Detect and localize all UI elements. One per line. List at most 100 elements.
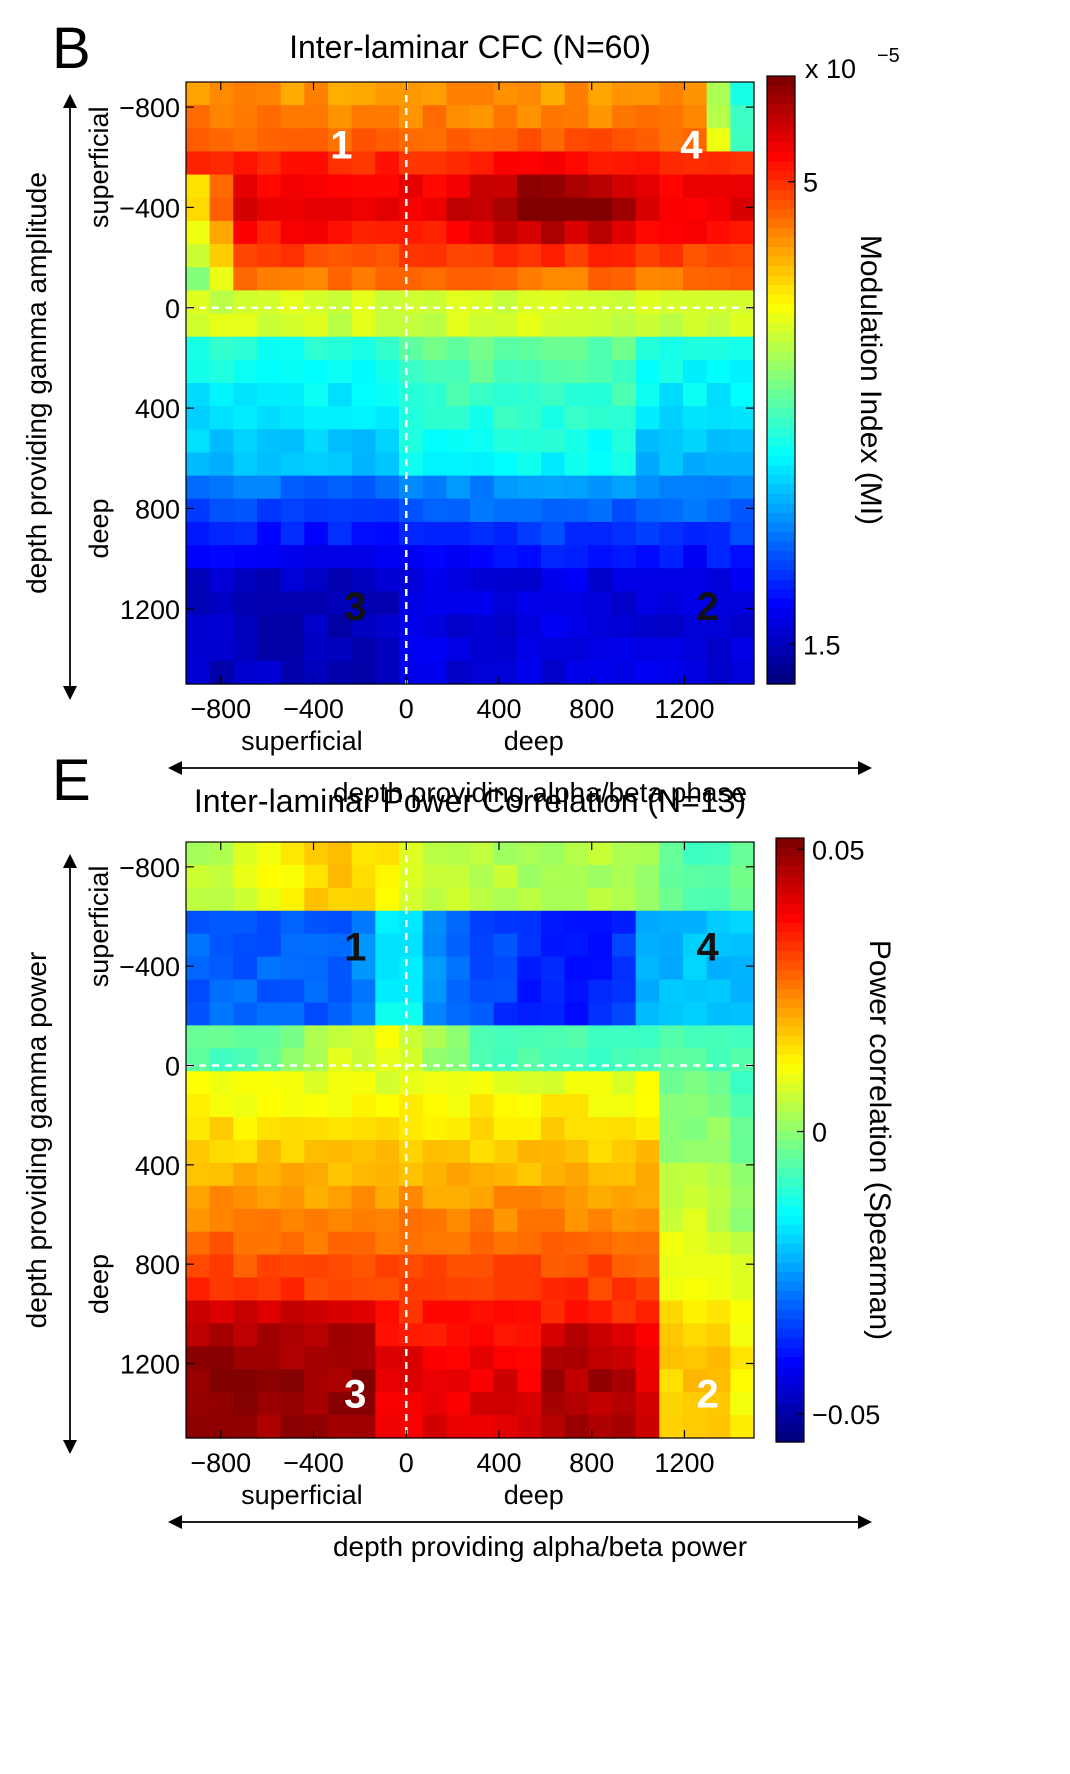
heatmap-cell: [635, 1048, 660, 1072]
heatmap-cell: [706, 220, 731, 245]
heatmap-cell: [493, 1117, 518, 1141]
heatmap-cell: [635, 406, 660, 430]
heatmap-cell: [351, 637, 376, 662]
heatmap-cell: [304, 429, 329, 454]
colorbar-step: [776, 1149, 804, 1160]
heatmap-cell: [257, 1002, 282, 1026]
heatmap-cell: [541, 1254, 566, 1279]
heatmap-cell: [564, 1094, 589, 1118]
heatmap-cell: [186, 933, 211, 958]
heatmap-cell: [351, 1300, 376, 1324]
colorbar-step: [776, 922, 804, 933]
heatmap-cell: [422, 197, 447, 222]
heatmap-cell: [541, 197, 566, 222]
heatmap-cell: [446, 979, 471, 1004]
heatmap-cell: [706, 660, 731, 685]
colorbar-exponent: −5: [877, 45, 900, 67]
heatmap-cell: [541, 1025, 566, 1049]
heatmap-cell: [635, 1323, 660, 1347]
colorbar-step: [767, 427, 795, 438]
heatmap-cell: [446, 383, 471, 407]
heatmap-cell: [186, 545, 211, 569]
heatmap-cell: [659, 151, 684, 176]
heatmap-cell: [635, 910, 660, 935]
heatmap-cell: [659, 614, 684, 639]
heatmap-cell: [422, 591, 447, 616]
heatmap-cell: [612, 864, 637, 889]
heatmap-cell: [280, 197, 305, 222]
heatmap-cell: [493, 1254, 518, 1279]
x-tick-label: 800: [569, 1448, 614, 1478]
heatmap-cell: [328, 1094, 353, 1118]
heatmap-cell: [257, 1025, 282, 1049]
heatmap-cell: [564, 979, 589, 1004]
heatmap-cell: [304, 197, 329, 222]
heatmap-cell: [493, 151, 518, 176]
heatmap-cell: [186, 220, 211, 245]
heatmap-cell: [635, 1071, 660, 1095]
heatmap-cell: [517, 105, 542, 129]
heatmap-cell: [541, 910, 566, 935]
heatmap-cell: [659, 1300, 684, 1324]
heatmap-cell: [375, 313, 400, 338]
heatmap-cell: [659, 105, 684, 129]
heatmap-cell: [446, 1277, 471, 1302]
heatmap-cell: [517, 1323, 542, 1347]
heatmap-cell: [730, 1208, 755, 1233]
colorbar-step: [776, 1413, 804, 1424]
heatmap-cell: [730, 105, 755, 129]
heatmap-cell: [730, 591, 755, 616]
heatmap-cell: [186, 1231, 211, 1256]
heatmap-cell: [351, 475, 376, 500]
heatmap-cell: [470, 1117, 495, 1141]
heatmap-cell: [399, 1208, 424, 1233]
heatmap-cell: [706, 1140, 731, 1164]
heatmap-cell: [470, 1185, 495, 1210]
heatmap-cell: [588, 475, 613, 500]
heatmap-cell: [304, 1048, 329, 1072]
heatmap-cell: [422, 151, 447, 176]
heatmap-cell: [351, 842, 376, 866]
colorbar-step: [776, 1111, 804, 1122]
heatmap-cell: [683, 498, 708, 523]
heatmap-cell: [493, 1140, 518, 1164]
heatmap-cell: [541, 406, 566, 430]
heatmap-cell: [328, 244, 353, 268]
heatmap-cell: [446, 220, 471, 245]
heatmap-cell: [399, 933, 424, 958]
heatmap-cell: [635, 568, 660, 592]
heatmap-cell: [328, 1346, 353, 1370]
heatmap-cell: [186, 887, 211, 912]
heatmap-cell: [517, 1117, 542, 1141]
heatmap-cell: [706, 105, 731, 129]
plot-frame: [185, 841, 755, 1439]
colorbar-step: [776, 1026, 804, 1037]
colorbar-step: [776, 1347, 804, 1358]
colorbar-step: [767, 484, 795, 495]
heatmap-cell: [470, 910, 495, 935]
heatmap-cell: [730, 1117, 755, 1141]
heatmap-cell: [422, 842, 447, 866]
colorbar-multiplier: x 10: [805, 54, 856, 84]
heatmap-cell: [209, 1162, 234, 1187]
heatmap-cell: [730, 336, 755, 361]
heatmap-cell: [304, 1071, 329, 1095]
heatmap-cell: [328, 406, 353, 430]
heatmap-cell: [446, 637, 471, 662]
heatmap-cell: [493, 637, 518, 662]
heatmap-cell: [186, 151, 211, 176]
heatmap-cell: [257, 1415, 282, 1439]
heatmap-cell: [328, 887, 353, 912]
colorbar-step: [776, 1375, 804, 1386]
heatmap-cell: [280, 864, 305, 889]
heatmap-cell: [730, 864, 755, 889]
heatmap-cell: [375, 290, 400, 315]
heatmap-cell: [209, 290, 234, 315]
heatmap-cell: [375, 475, 400, 500]
heatmap-cell: [422, 614, 447, 639]
colorbar-step: [776, 1300, 804, 1311]
heatmap-cell: [470, 956, 495, 981]
heatmap-cell: [375, 637, 400, 662]
heatmap-cell: [280, 1094, 305, 1118]
heatmap-cell: [422, 1323, 447, 1347]
